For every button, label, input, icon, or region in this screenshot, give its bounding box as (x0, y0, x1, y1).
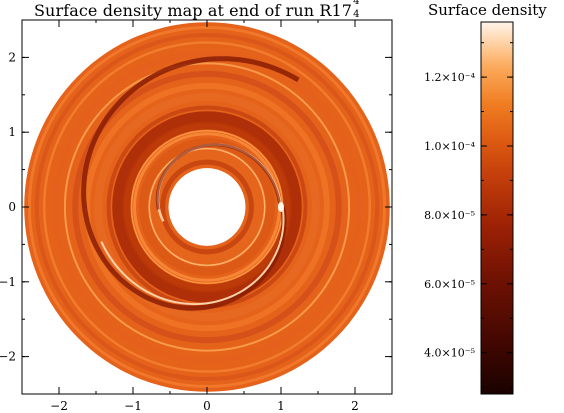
disk-ring (160, 159, 254, 255)
inner-spiral-wake (155, 143, 281, 210)
y-tick-label: −2 (0, 350, 16, 364)
disk-ring (27, 25, 387, 389)
y-tick-label: −1 (0, 275, 16, 289)
colorbar (480, 21, 514, 395)
x-axis-ticks: −2 −1 0 1 2 (21, 20, 393, 413)
x-tick-label: −1 (124, 399, 142, 413)
x-tick-label: 2 (351, 399, 359, 413)
colorbar-tick-label: 6.0×10⁻⁵ (424, 278, 475, 291)
colorbar-ticks: 4.0×10⁻⁵ 6.0×10⁻⁵ 8.0×10⁻⁵ 1.0×10⁻⁴ 1.2×10⁻⁴ (424, 42, 513, 388)
disk-ring (112, 111, 302, 303)
outer-spiral-bright (100, 206, 285, 306)
disk-ring (34, 32, 380, 382)
colorbar-tick-label: 1.0×10⁻⁴ (424, 140, 476, 153)
y-tick-label: 2 (8, 50, 16, 64)
disk-ring (147, 147, 267, 267)
disk-ring (52, 51, 362, 363)
colorbar-title: Surface density (428, 1, 547, 19)
planet-marker (278, 202, 284, 212)
x-tick-label: −2 (50, 399, 68, 413)
chart-title-text: Surface density map at end of run R17 (34, 1, 353, 20)
disk-ring (84, 82, 330, 332)
outer-spiral-wake (81, 56, 300, 311)
disk-ring (72, 70, 342, 344)
colorbar-tick-label: 8.0×10⁻⁵ (424, 209, 475, 222)
disk-ring (138, 138, 276, 276)
x-tick-label: 1 (277, 399, 285, 413)
disk-ring (63, 62, 351, 352)
disk-ring (122, 121, 292, 293)
y-tick-label: 1 (8, 125, 16, 139)
chart-title: Surface density map at end of run R17 4 4 (34, 0, 434, 20)
chart-title-superscript: 4 (353, 0, 360, 7)
y-tick-label: 0 (8, 200, 16, 214)
disk-ring (42, 41, 372, 373)
y-axis-ticks: 2 1 0 −1 −2 (0, 19, 392, 395)
chart-title-subscript: 4 (353, 9, 360, 20)
gap-inner-edge (148, 147, 266, 267)
disk-ring (94, 93, 320, 321)
disk-density-map (24, 22, 390, 392)
x-tick-label: 0 (203, 399, 211, 413)
inner-cavity (168, 168, 246, 246)
colorbar-tick-label: 1.2×10⁻⁴ (424, 71, 476, 84)
colorbar-tick-label: 4.0×10⁻⁵ (424, 347, 475, 360)
